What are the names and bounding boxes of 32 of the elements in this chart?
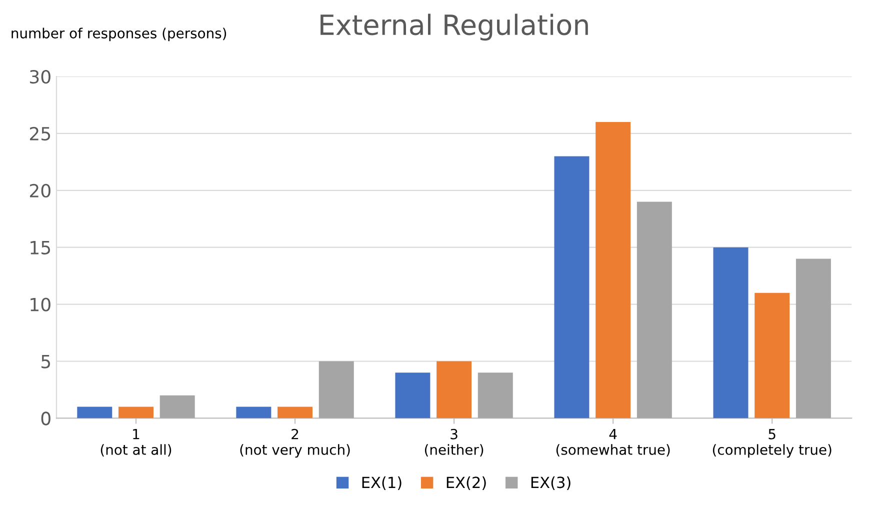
bar	[713, 247, 748, 418]
bar	[118, 406, 154, 418]
legend-label: EX(1)	[362, 476, 402, 490]
legend-label: EX(3)	[531, 476, 570, 490]
x-tick-label: 3 (neither)	[424, 428, 484, 457]
y-tick-label: 0	[41, 412, 50, 426]
x-tick-label: 4 (somewhat true)	[556, 429, 670, 457]
bar	[478, 372, 513, 418]
bar	[160, 395, 195, 418]
y-tick-label: 15	[30, 241, 50, 254]
y-tick-label: 25	[30, 126, 50, 141]
bar	[77, 406, 112, 418]
bar	[318, 361, 354, 418]
bar	[278, 406, 313, 418]
y-axis-title: number of responses (persons)	[12, 28, 226, 42]
y-tick-label: 20	[30, 184, 50, 198]
x-tick-label: 5 (completely true)	[712, 429, 832, 458]
x-tick-label: 1 (not at all)	[100, 429, 172, 457]
bar	[636, 202, 672, 418]
bar	[236, 406, 272, 418]
bar	[596, 122, 631, 418]
bar	[436, 361, 472, 418]
x-tick-label: 2 (not very much)	[240, 428, 350, 458]
bar	[754, 292, 790, 418]
y-tick-label: 30	[30, 70, 50, 84]
y-tick-label: 5	[42, 354, 50, 368]
bar	[395, 372, 430, 418]
bar	[796, 258, 831, 418]
bar	[554, 156, 590, 418]
legend-label: EX(2)	[446, 476, 486, 490]
y-tick-label: 10	[30, 298, 50, 312]
chart-title: External Regulation	[320, 14, 588, 41]
